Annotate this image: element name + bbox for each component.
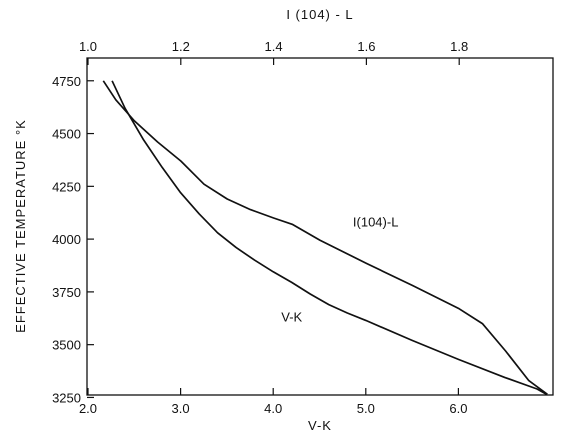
series-line-v-k bbox=[111, 80, 547, 396]
left-tick-label: 4500 bbox=[52, 127, 81, 142]
series-label-i-104-l: I(104)-L bbox=[353, 214, 399, 229]
left-axis-ticks: 3250 3500 3750 4000 4250 4500 4750 bbox=[52, 74, 94, 405]
series-label-v-k: V-K bbox=[281, 309, 302, 324]
left-tick-label: 3250 bbox=[52, 390, 81, 405]
left-tick-label: 4750 bbox=[52, 74, 81, 89]
left-tick-label: 3750 bbox=[52, 285, 81, 300]
bottom-axis-ticks: 2.0 3.0 4.0 5.0 6.0 bbox=[79, 388, 467, 416]
left-tick-label: 4000 bbox=[52, 232, 81, 247]
left-axis-title: EFFECTIVE TEMPERATURE °K bbox=[13, 119, 28, 333]
bottom-tick-label: 5.0 bbox=[357, 401, 375, 416]
top-tick-label: 1.8 bbox=[450, 39, 468, 54]
bottom-tick-label: 4.0 bbox=[264, 401, 282, 416]
bottom-tick-label: 2.0 bbox=[79, 401, 97, 416]
top-tick-label: 1.6 bbox=[357, 39, 375, 54]
top-axis-title: I (104) - L bbox=[286, 7, 353, 22]
series-line-i-104-l bbox=[102, 80, 548, 395]
left-tick-label: 3500 bbox=[52, 338, 81, 353]
top-tick-label: 1.0 bbox=[79, 39, 97, 54]
top-tick-label: 1.4 bbox=[265, 39, 283, 54]
top-axis-ticks: 1.0 1.2 1.4 1.6 1.8 bbox=[79, 39, 468, 65]
data-series: V-K I(104)-L bbox=[102, 80, 548, 396]
left-tick-label: 4250 bbox=[52, 179, 81, 194]
bottom-tick-label: 3.0 bbox=[172, 401, 190, 416]
bottom-axis-title: V-K bbox=[308, 418, 332, 433]
bottom-tick-label: 6.0 bbox=[449, 401, 467, 416]
top-tick-label: 1.2 bbox=[172, 39, 190, 54]
plot-frame bbox=[86, 57, 554, 396]
